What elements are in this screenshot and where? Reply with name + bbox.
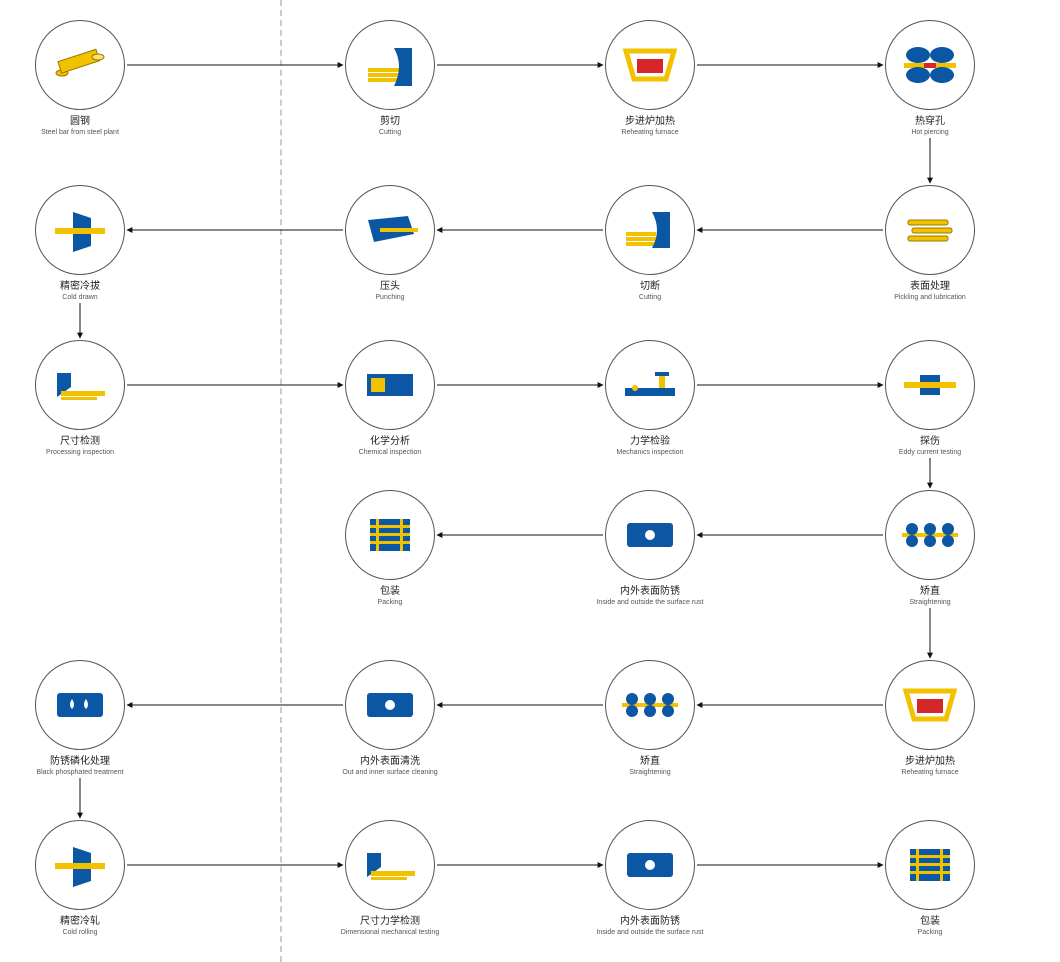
node-label-cn: 包装 — [330, 586, 450, 598]
node-label-en: Cold drawn — [20, 294, 140, 302]
node-label-en: Eddy current testing — [870, 449, 990, 457]
process-node-n41: 内外表面清洗Out and inner surface cleaning — [330, 660, 450, 777]
node-label-en: Cutting — [330, 129, 450, 137]
process-node-n13: 表面处理Pickling and lubrication — [870, 185, 990, 302]
process-node-n03: 热穿孔Hot piercing — [870, 20, 990, 137]
node-label-cn: 精密冷轧 — [20, 916, 140, 928]
rust-icon — [605, 490, 695, 580]
process-node-n43: 步进炉加热Reheating furnace — [870, 660, 990, 777]
process-node-n31: 包装Packing — [330, 490, 450, 607]
node-label-cn: 精密冷拔 — [20, 281, 140, 293]
phosphate-icon — [35, 660, 125, 750]
process-node-n21: 化学分析Chemical inspection — [330, 340, 450, 457]
connector-layer — [0, 0, 1060, 962]
process-node-n01: 剪切Cutting — [330, 20, 450, 137]
cut2-icon — [605, 185, 695, 275]
eddy-icon — [885, 340, 975, 430]
node-label-en: Chemical inspection — [330, 449, 450, 457]
node-label-cn: 剪切 — [330, 116, 450, 128]
process-node-n12: 切断Cutting — [590, 185, 710, 302]
furnace-icon — [605, 20, 695, 110]
node-label-cn: 热穿孔 — [870, 116, 990, 128]
node-label-cn: 内外表面防锈 — [590, 916, 710, 928]
node-label-en: Mechanics inspection — [590, 449, 710, 457]
steel_bar-icon — [35, 20, 125, 110]
node-label-en: Punching — [330, 294, 450, 302]
node-label-en: Reheating furnace — [590, 129, 710, 137]
mech-icon — [605, 340, 695, 430]
piercer-icon — [885, 20, 975, 110]
node-label-en: Inside and outside the surface rust — [590, 599, 710, 607]
node-label-cn: 内外表面清洗 — [330, 756, 450, 768]
furnace-icon — [885, 660, 975, 750]
straighten-icon — [885, 490, 975, 580]
rust-icon — [605, 820, 695, 910]
process-node-n40: 防锈磷化处理Black phosphated treatment — [20, 660, 140, 777]
node-label-en: Packing — [870, 929, 990, 937]
node-label-cn: 力学检验 — [590, 436, 710, 448]
inspect-icon — [35, 340, 125, 430]
rust-icon — [345, 660, 435, 750]
process-node-n51: 尺寸力学检测Dimensional mechanical testing — [330, 820, 450, 937]
process-node-n52: 内外表面防锈Inside and outside the surface rus… — [590, 820, 710, 937]
process-node-n00: 圆钢Steel bar from steel plant — [20, 20, 140, 137]
node-label-en: Straightening — [590, 769, 710, 777]
node-label-cn: 矫直 — [590, 756, 710, 768]
process-node-n32: 内外表面防锈Inside and outside the surface rus… — [590, 490, 710, 607]
process-node-n22: 力学检验Mechanics inspection — [590, 340, 710, 457]
node-label-en: Pickling and lubrication — [870, 294, 990, 302]
process-node-n02: 步进炉加热Reheating furnace — [590, 20, 710, 137]
packing-icon — [885, 820, 975, 910]
node-label-cn: 化学分析 — [330, 436, 450, 448]
node-label-cn: 尺寸力学检测 — [330, 916, 450, 928]
vertical-divider — [280, 0, 282, 962]
process-node-n42: 矫直Straightening — [590, 660, 710, 777]
chem-icon — [345, 340, 435, 430]
node-label-en: Cold rolling — [20, 929, 140, 937]
shear-icon — [345, 20, 435, 110]
node-label-en: Cutting — [590, 294, 710, 302]
node-label-cn: 防锈磷化处理 — [20, 756, 140, 768]
node-label-en: Steel bar from steel plant — [20, 129, 140, 137]
pickling-icon — [885, 185, 975, 275]
process-node-n11: 压头Punching — [330, 185, 450, 302]
node-label-en: Processing inspection — [20, 449, 140, 457]
process-node-n53: 包装Packing — [870, 820, 990, 937]
node-label-cn: 压头 — [330, 281, 450, 293]
process-node-n50: 精密冷轧Cold rolling — [20, 820, 140, 937]
process-node-n33: 矫直Straightening — [870, 490, 990, 607]
node-label-en: Straightening — [870, 599, 990, 607]
process-node-n23: 探伤Eddy current testing — [870, 340, 990, 457]
cold_roll-icon — [35, 820, 125, 910]
process-node-n10: 精密冷拔Cold drawn — [20, 185, 140, 302]
process-node-n20: 尺寸检测Processing inspection — [20, 340, 140, 457]
node-label-en: Hot piercing — [870, 129, 990, 137]
node-label-cn: 尺寸检测 — [20, 436, 140, 448]
node-label-cn: 表面处理 — [870, 281, 990, 293]
node-label-cn: 矫直 — [870, 586, 990, 598]
packing-icon — [345, 490, 435, 580]
straighten-icon — [605, 660, 695, 750]
node-label-cn: 内外表面防锈 — [590, 586, 710, 598]
cold_drawn-icon — [35, 185, 125, 275]
node-label-cn: 切断 — [590, 281, 710, 293]
node-label-en: Packing — [330, 599, 450, 607]
node-label-cn: 包装 — [870, 916, 990, 928]
node-label-cn: 探伤 — [870, 436, 990, 448]
punching-icon — [345, 185, 435, 275]
node-label-cn: 圆钢 — [20, 116, 140, 128]
node-label-cn: 步进炉加热 — [590, 116, 710, 128]
node-label-en: Black phosphated treatment — [20, 769, 140, 777]
node-label-cn: 步进炉加热 — [870, 756, 990, 768]
node-label-en: Dimensional mechanical testing — [330, 929, 450, 937]
inspect-icon — [345, 820, 435, 910]
node-label-en: Inside and outside the surface rust — [590, 929, 710, 937]
node-label-en: Out and inner surface cleaning — [330, 769, 450, 777]
node-label-en: Reheating furnace — [870, 769, 990, 777]
